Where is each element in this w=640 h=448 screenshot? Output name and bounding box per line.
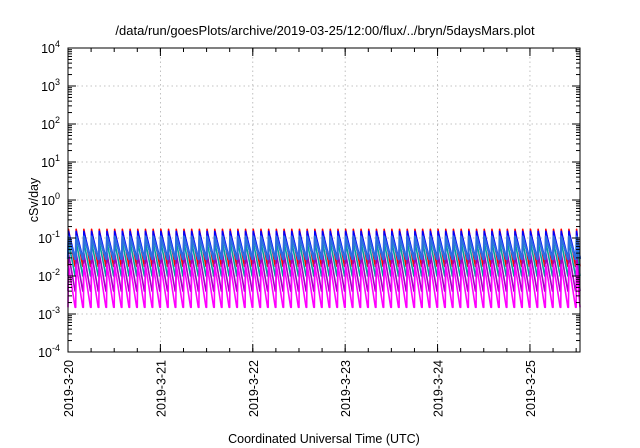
series-layer [66, 228, 582, 309]
x-tick-label: 2019-3-22 [247, 360, 261, 417]
x-axis-label: Coordinated Universal Time (UTC) [228, 432, 420, 446]
y-tick-label: 10-2 [38, 267, 60, 284]
x-tick-label: 2019-3-24 [432, 360, 446, 417]
series-line [66, 235, 582, 261]
y-axis-label: cSv/day [27, 177, 41, 222]
y-tick-label: 102 [41, 115, 60, 132]
y-tick-labels: 10-4 10-3 10-2 10-1 100 101 102 103 104 [38, 39, 60, 360]
y-tick-label: 10-4 [38, 343, 60, 360]
x-tick-label: 2019-3-21 [154, 360, 168, 417]
x-tick-label: 2019-3-23 [339, 360, 353, 417]
x-tick-labels: 2019-3-20 2019-3-21 2019-3-22 2019-3-23 2019… [62, 360, 538, 417]
y-tick-label: 104 [41, 39, 60, 56]
chart-title: /data/run/goesPlots/archive/2019-03-25/1… [115, 23, 535, 38]
x-tick-label: 2019-3-25 [524, 360, 538, 417]
y-tick-label: 10-1 [38, 229, 60, 246]
y-tick-label: 100 [41, 191, 60, 208]
series-line [67, 263, 581, 309]
y-tick-label: 101 [41, 153, 60, 170]
y-tick-label: 103 [41, 77, 60, 94]
y-tick-label: 10-3 [38, 305, 60, 322]
axis-ticks [67, 47, 580, 353]
x-tick-label: 2019-3-20 [62, 360, 76, 417]
